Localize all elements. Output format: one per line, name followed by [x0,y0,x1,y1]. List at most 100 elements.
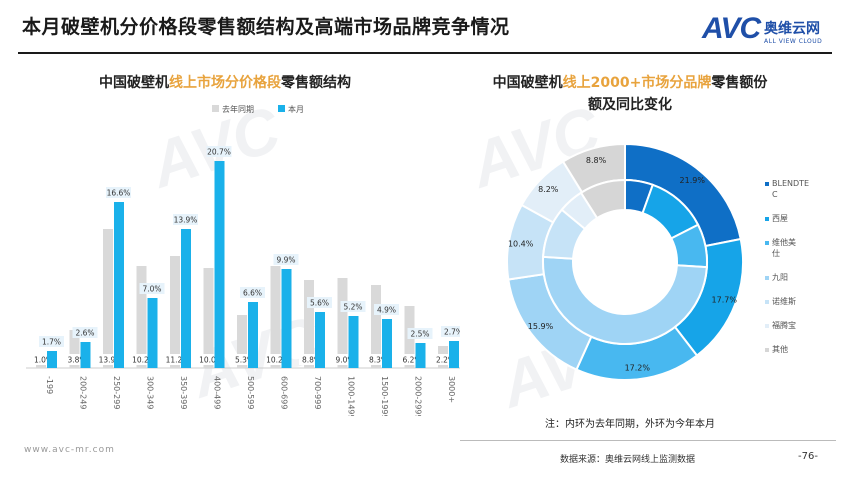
data-label-text: 1.0% [34,356,53,365]
page-number: -76- [798,451,818,462]
data-label-box [366,354,391,365]
donut-slice [542,255,708,345]
legend-label: 福腾宝 [772,320,796,330]
data-label-box [64,354,90,365]
data-label-box [299,354,324,365]
data-label: 1.0% [31,354,56,365]
legend-swatch [765,324,769,328]
chart-legend: 去年同期 本月 [212,104,304,114]
data-label-text: 9.9% [276,256,295,265]
data-label: 13.9% [98,354,123,365]
bar [181,229,191,368]
data-label-box [340,301,366,312]
legend-label: 维他美 [772,237,796,247]
slice-label: 8.2% [538,185,559,194]
data-label-text: 6.6% [243,289,262,298]
data-label-box [232,354,257,365]
legend-label: 其他 [772,344,788,354]
slice-label: 8.8% [586,156,607,165]
bar [337,278,348,368]
data-label: 6.2% [399,354,425,365]
data-label: 2.7% [441,326,460,337]
footer-url[interactable]: www.avc-mr.com [24,445,115,455]
data-label-text: 8.8% [302,356,321,365]
right-title-post: 零售额份 [711,75,768,91]
data-label: 8.8% [299,354,324,365]
bar [114,202,124,368]
data-label-box [72,327,98,338]
logo-mark: AVC [702,12,761,45]
data-source: 数据来源：奥维云网线上监测数据 [560,455,696,465]
data-label-text: 20.7% [207,148,231,157]
data-label: 10.0% [198,354,224,365]
data-label-box [98,354,123,365]
bar [270,266,281,368]
bar [382,319,392,368]
left-title-post: 零售额结构 [281,75,351,91]
data-label-text: 2.2% [436,356,455,365]
bar [237,315,247,368]
data-label-box [399,354,425,365]
data-label-text: 3.8% [67,356,86,365]
data-label-box [265,354,291,365]
data-label: 1.7% [39,336,64,347]
data-label: 9.9% [273,254,299,265]
bar [304,280,314,368]
bar [69,330,80,368]
data-label: 20.7% [206,146,232,157]
data-label-box [433,354,458,365]
bar [449,341,459,368]
data-label-text: 9.0% [335,356,354,365]
data-label-text: 10.0% [199,356,223,365]
data-label-text: 13.9% [99,356,123,365]
legend-swatch [765,217,769,221]
right-title-pre: 中国破壁机 [492,75,563,91]
x-tick-label: 700-999 [313,376,322,409]
data-label-text: 2.5% [410,330,429,339]
bar [103,229,113,368]
data-label-box [441,326,460,337]
brand-logo: AVC 奥维云网 ALL VIEW CLOUD [702,12,832,50]
x-tick-label: 400-499 [213,376,222,409]
data-label-text: 2.7% [444,328,460,337]
bar [170,256,180,368]
legend-label: 去年同期 [222,104,254,114]
data-label-box [39,336,64,347]
bar [147,298,158,368]
data-label-box [173,214,198,225]
right-title-highlight: 线上2000+市场分品牌 [562,75,712,91]
donut-chart: 21.9% 17.7% 17.2% 15.9% 10.4% 8.2% 8.8% BLENDTE… [506,142,809,381]
legend-label: 西屋 [772,214,788,223]
data-label: 2.2% [433,354,458,365]
slice-label: 21.9% [680,176,706,185]
logo-cn: 奥维云网 [764,21,820,37]
data-label: 7.0% [139,283,165,294]
data-label-text: 8.3% [369,356,388,365]
footer-divider [460,440,836,441]
legend-label: 诺维斯 [772,296,796,306]
legend-swatch [765,276,769,280]
data-label: 2.6% [72,327,98,338]
donut-slice [579,178,626,220]
x-tick-label: 300-349 [146,376,155,409]
legend-label: 仕 [772,248,780,258]
legend-label: C [772,190,778,199]
data-label: 10.2% [131,354,157,365]
slice-label: 15.9% [528,322,554,331]
legend-label: 九阳 [772,273,788,282]
data-label-text: 16.6% [107,189,131,198]
slice-label: 10.4% [508,239,534,248]
legend-swatch [765,241,769,245]
bar [281,269,292,368]
x-tick-label: -199 [45,376,54,394]
legend-swatch [765,182,769,186]
data-label-box [332,354,358,365]
data-label-box [139,283,165,294]
right-chart-title: 中国破壁机线上2000+市场分品牌零售额份 额及同比变化 [480,72,780,116]
data-label-box [31,354,56,365]
left-title-pre: 中国破壁机 [99,75,169,91]
left-title-highlight: 线上市场分价格段 [169,75,281,91]
bar [214,161,225,368]
data-label-box [273,254,299,265]
